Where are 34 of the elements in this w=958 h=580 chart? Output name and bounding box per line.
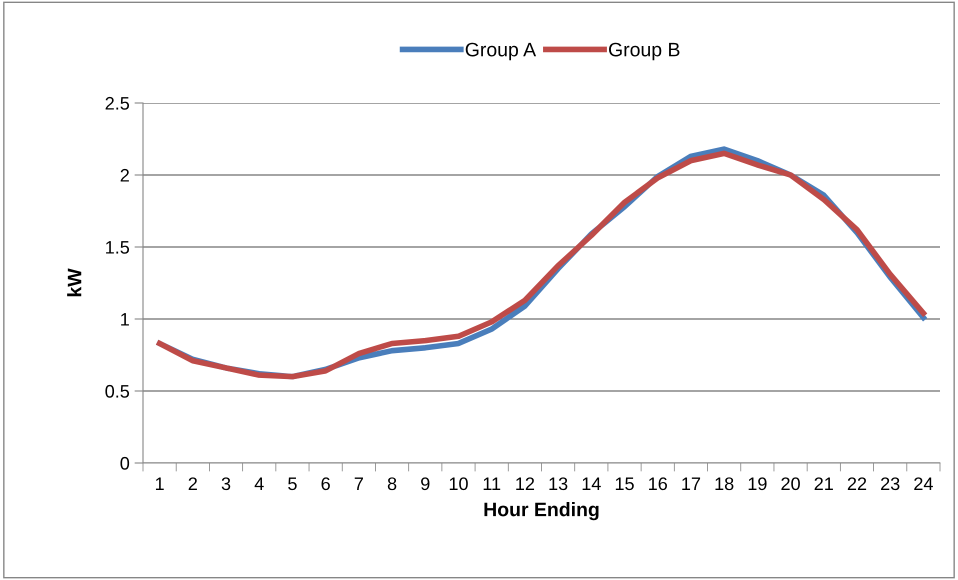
y-tick-label: 0 (120, 456, 130, 470)
x-tick-label: 8 (388, 477, 396, 490)
x-tick-label: 10 (450, 477, 468, 490)
y-tick-label: 0.5 (105, 384, 130, 398)
x-tick-label: 23 (881, 477, 900, 490)
legend-label: Group A (466, 42, 536, 60)
x-tick-label: 20 (781, 477, 800, 490)
y-tick-label: 1.5 (106, 241, 130, 254)
x-tick-label: 5 (288, 478, 297, 490)
x-tick-label: 11 (484, 478, 500, 490)
x-tick-label: 17 (682, 478, 700, 490)
x-tick-label: 21 (814, 477, 833, 490)
x-tick-label: 24 (914, 477, 933, 490)
x-tick-label: 16 (649, 477, 667, 490)
y-axis-title: kW (67, 268, 82, 296)
y-tick-label: 2 (120, 168, 129, 182)
x-tick-label: 7 (354, 478, 363, 490)
x-tick-label: 19 (748, 477, 767, 490)
x-tick-label: 1 (156, 478, 164, 490)
x-tick-label: 13 (549, 477, 568, 490)
x-tick-label: 6 (322, 477, 330, 490)
x-tick-label: 14 (582, 478, 601, 490)
y-tick-label: 1 (121, 313, 129, 326)
x-tick-label: 15 (616, 478, 634, 490)
legend-label: Group B (609, 42, 680, 60)
x-tick-label: 9 (421, 477, 430, 490)
x-tick-label: 3 (222, 477, 230, 490)
x-axis-title: Hour Ending (484, 502, 599, 520)
y-tick-label: 2.5 (106, 96, 130, 110)
x-tick-label: 12 (516, 477, 534, 490)
x-tick-label: 4 (254, 478, 264, 490)
x-tick-label: 18 (715, 477, 734, 490)
x-tick-label: 2 (188, 477, 197, 490)
x-tick-label: 22 (848, 477, 866, 490)
